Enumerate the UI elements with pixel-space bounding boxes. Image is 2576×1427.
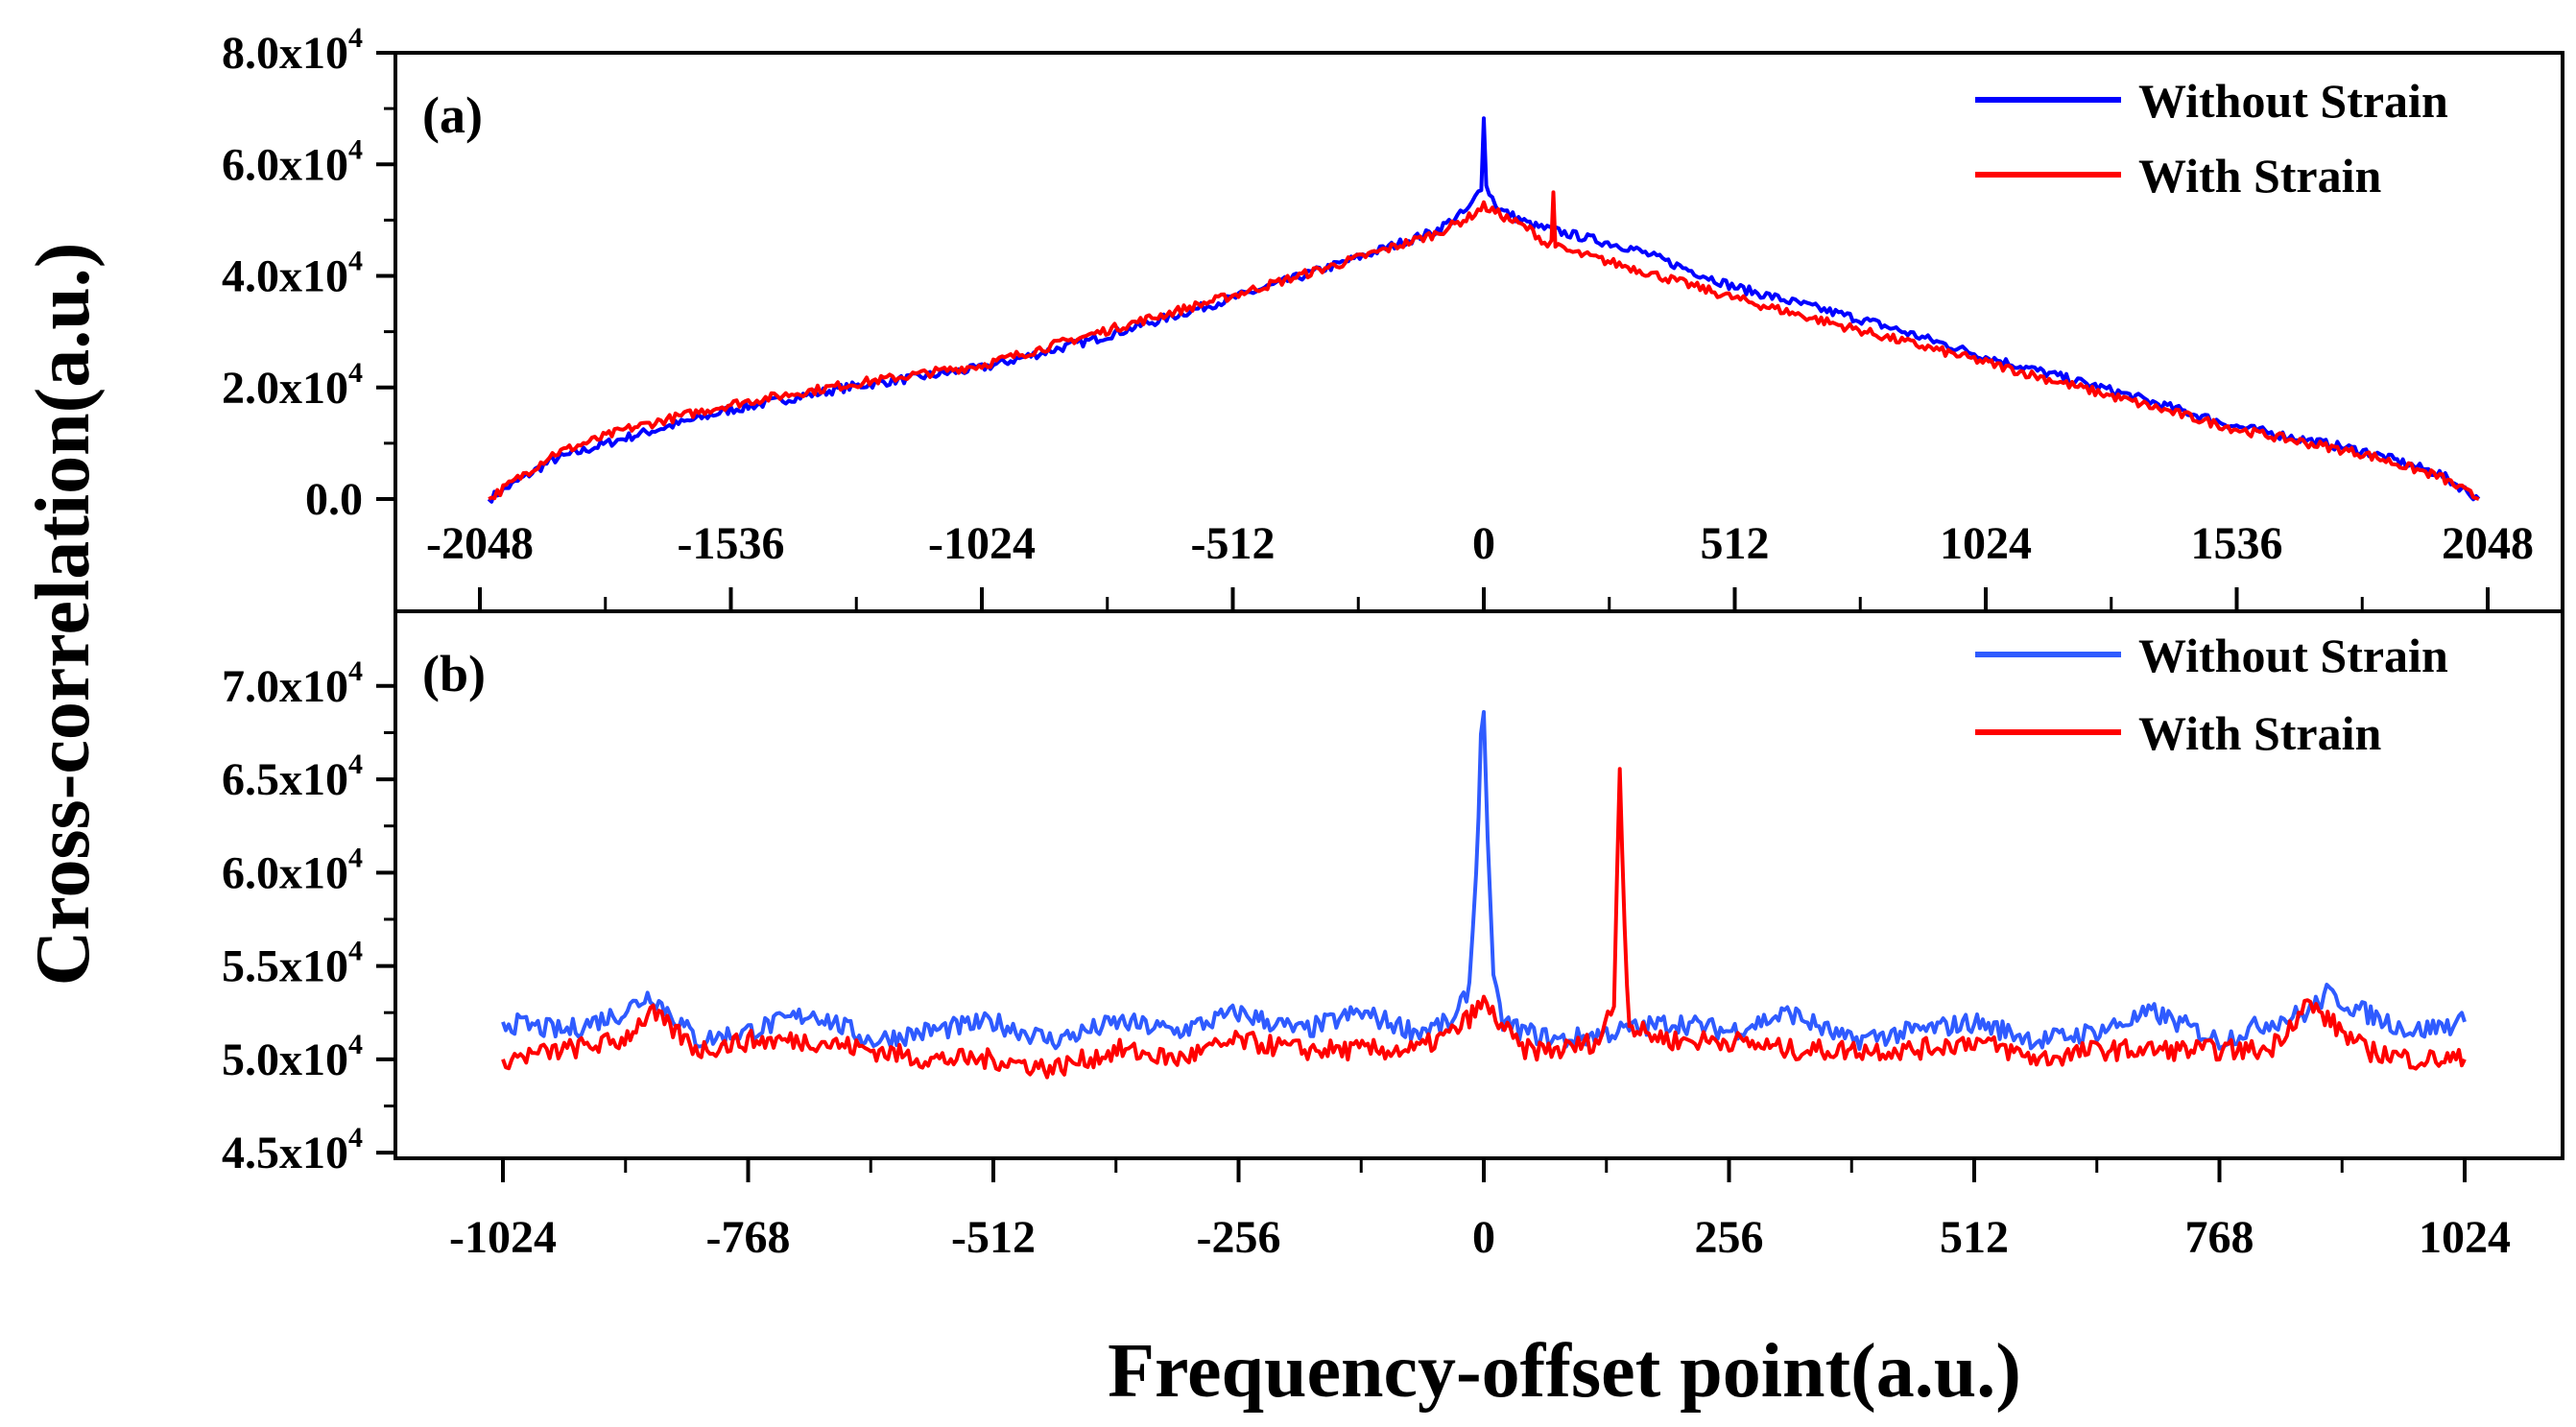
x-axis-title: Frequency-offset point(a.u.) bbox=[1108, 1329, 2021, 1414]
x-tick-label-b-768: -768 bbox=[706, 1212, 791, 1263]
x-tick-label-a-2048: -2048 bbox=[426, 518, 534, 569]
x-tick-label-b-256: 256 bbox=[1695, 1212, 1764, 1263]
legend-label-with-strain: With Strain bbox=[2138, 149, 2381, 202]
x-tick-label-b-1024: 1024 bbox=[2419, 1212, 2511, 1263]
y-tick-label-b-70000: 7.0x104 bbox=[222, 655, 363, 712]
x-tick-label-a-1024: 1024 bbox=[1940, 518, 2032, 569]
panel-b: 4.5x104 5.0x104 5.5x104 6.0x104 6.5x104 7.0x1… bbox=[222, 609, 2564, 1263]
x-tick-label-b-512: -512 bbox=[951, 1212, 1036, 1263]
x-tick-label-a-1536: 1536 bbox=[2191, 518, 2283, 569]
series-line-b-with-strain bbox=[501, 767, 2467, 1080]
y-tick-label-a-80000: 8.0x104 bbox=[222, 22, 363, 79]
series-line-b-without-strain bbox=[501, 709, 2467, 1052]
y-tick-label-b-45000: 4.5x104 bbox=[222, 1122, 363, 1178]
x-tick-label-a-1024: -1024 bbox=[928, 518, 1036, 569]
y-tick-label-a-0: 0.0 bbox=[305, 474, 363, 525]
legend-label-with-strain-b: With Strain bbox=[2138, 706, 2381, 760]
x-tick-label-a-2048: 2048 bbox=[2442, 518, 2534, 569]
panel-a-label: (a) bbox=[422, 86, 483, 144]
panel-a: 0.0 2.0x104 4.0x104 6.0x104 8.0x104 -2048 -15… bbox=[222, 22, 2564, 613]
y-tick-label-b-55000: 5.5x104 bbox=[222, 936, 363, 992]
y-tick-label-a-20000: 2.0x104 bbox=[222, 357, 363, 414]
x-tick-label-b-0: 0 bbox=[1472, 1212, 1495, 1263]
y-tick-label-b-65000: 6.5x104 bbox=[222, 749, 363, 805]
x-tick-label-b-1024: -1024 bbox=[449, 1212, 557, 1263]
y-axis-title: Cross-correlation(a.u.) bbox=[21, 243, 106, 987]
y-tick-label-a-60000: 6.0x104 bbox=[222, 133, 363, 190]
x-tick-label-b-256: -256 bbox=[1197, 1212, 1281, 1263]
panel-a-legend: Without Strain With Strain bbox=[1975, 74, 2448, 202]
panel-b-frame bbox=[394, 609, 2564, 1160]
y-tick-label-b-50000: 5.0x104 bbox=[222, 1029, 363, 1085]
panel-b-legend: Without Strain With Strain bbox=[1975, 629, 2448, 760]
x-tick-label-a-512: 512 bbox=[1701, 518, 1770, 569]
legend-label-without-strain-b: Without Strain bbox=[2138, 629, 2448, 682]
panel-b-label: (b) bbox=[422, 645, 486, 702]
x-tick-label-b-768: 768 bbox=[2185, 1212, 2254, 1263]
legend-label-without-strain: Without Strain bbox=[2138, 74, 2448, 128]
x-tick-label-b-512: 512 bbox=[1940, 1212, 2009, 1263]
series-line-a-with-strain bbox=[488, 190, 2480, 501]
y-tick-label-b-60000: 6.0x104 bbox=[222, 842, 363, 898]
x-tick-label-a-1536: -1536 bbox=[678, 518, 785, 569]
x-tick-label-a-512: -512 bbox=[1191, 518, 1276, 569]
y-tick-label-a-40000: 4.0x104 bbox=[222, 246, 363, 302]
x-tick-label-a-0: 0 bbox=[1472, 518, 1495, 569]
